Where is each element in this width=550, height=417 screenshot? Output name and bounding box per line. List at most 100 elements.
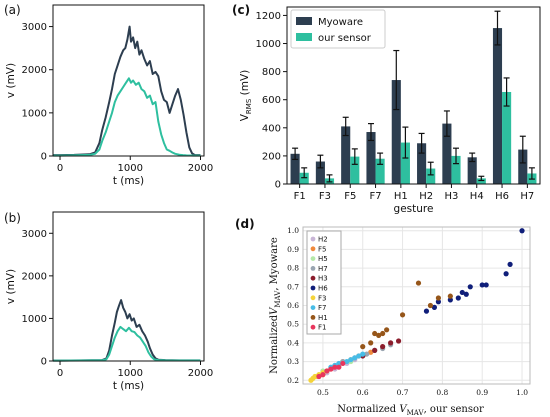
scatter-point-H1 bbox=[384, 327, 390, 333]
legend-label-H3: H3 bbox=[318, 275, 328, 283]
y-axis-label-part-2: V bbox=[269, 306, 280, 315]
x-tick-label: 1000 bbox=[118, 368, 143, 379]
legend-label-H7: H7 bbox=[318, 265, 328, 273]
panel-c-bar-chart: F1 F3 F5 F7 H1 H2 H3 H4 H6 H7 0 200 400 600 800 1000 120… bbox=[239, 6, 541, 215]
plot-frame bbox=[52, 211, 205, 362]
y-tick-label: 1000 bbox=[256, 39, 281, 50]
bar-H2-2 bbox=[426, 168, 436, 184]
series-line-1 bbox=[53, 299, 201, 362]
plot-frame bbox=[52, 4, 205, 157]
scatter-point-H3 bbox=[395, 338, 402, 344]
legend-label-2: our sensor bbox=[318, 33, 372, 44]
y-axis-label: v (mV) bbox=[5, 269, 17, 304]
y-tick-label: 0.3 bbox=[287, 357, 299, 366]
x-tick-label: 2000 bbox=[188, 368, 213, 379]
x-axis-label-part-3: MAV bbox=[407, 409, 425, 417]
plot-frame bbox=[286, 6, 541, 185]
legend-label-H5: H5 bbox=[318, 255, 328, 263]
plot-frame bbox=[302, 226, 531, 385]
series-line-2 bbox=[53, 325, 201, 362]
scatter-point-H6 bbox=[435, 299, 442, 305]
bar-H7-1 bbox=[518, 149, 528, 184]
scatter-point-F1 bbox=[340, 360, 346, 367]
panel-label-b: (b) bbox=[4, 211, 21, 225]
panel-d-scatter-chart: 0.5 0.6 0.7 0.8 0.9 1.0 0.2 0.3 0.4 0.5 0.6 0.7 0.8 0… bbox=[269, 226, 531, 417]
y-tick-label: 2000 bbox=[22, 271, 47, 282]
panel-label-c: (c) bbox=[232, 3, 250, 17]
bar-F7-2 bbox=[375, 158, 385, 184]
scatter-point-H1 bbox=[372, 330, 378, 337]
scatter-point-F1 bbox=[332, 364, 338, 370]
x-tick-label: 0.8 bbox=[436, 388, 448, 397]
y-tick-label: 0.6 bbox=[287, 301, 299, 310]
x-tick-label: 1.0 bbox=[516, 388, 528, 397]
scatter-point-H3 bbox=[372, 347, 378, 353]
scatter-point-H6 bbox=[483, 282, 489, 288]
y-tick-label: 0 bbox=[41, 152, 47, 163]
scatter-point-H6 bbox=[431, 304, 438, 310]
scatter-point-H6 bbox=[519, 228, 525, 234]
y-axis-label: v (mV) bbox=[5, 63, 17, 98]
x-tick-label: 2000 bbox=[188, 163, 213, 174]
x-tick-label: H7 bbox=[520, 191, 534, 202]
x-tick-label: 0 bbox=[57, 368, 63, 379]
legend-label-1: Myoware bbox=[318, 17, 363, 28]
scatter-point-F1 bbox=[336, 364, 342, 370]
bar-H4-1 bbox=[467, 157, 477, 184]
y-axis-label-var: V bbox=[239, 113, 251, 121]
scatter-point-F1 bbox=[316, 373, 322, 380]
y-tick-label: 0.2 bbox=[287, 376, 299, 385]
scatter-point-H7 bbox=[364, 351, 370, 357]
scatter-point-F7 bbox=[360, 351, 366, 357]
scatter-point-H1 bbox=[360, 344, 366, 350]
x-axis-label-part-1: Normalized bbox=[337, 404, 399, 415]
scatter-point-H1 bbox=[399, 312, 406, 318]
legend-marker-H6 bbox=[310, 285, 316, 291]
legend-label-F7: F7 bbox=[318, 304, 326, 312]
y-axis-label-sub: RMS bbox=[245, 98, 253, 114]
legend-marker-F7 bbox=[310, 305, 316, 310]
bar-H2-1 bbox=[417, 143, 427, 184]
bar-H1-1 bbox=[391, 80, 401, 184]
scatter-point-F1 bbox=[324, 368, 330, 374]
bar-H3-1 bbox=[442, 123, 452, 184]
scatter-point-F7 bbox=[348, 357, 354, 363]
y-tick-label: 1200 bbox=[256, 11, 281, 22]
bar-F1-2 bbox=[299, 172, 309, 184]
bar-H6-1 bbox=[492, 28, 503, 185]
x-tick-label: H3 bbox=[445, 191, 459, 202]
y-tick-label: 1000 bbox=[22, 108, 47, 119]
legend-swatch-2 bbox=[296, 33, 312, 41]
y-tick-label: 800 bbox=[262, 67, 281, 78]
scatter-point-F7 bbox=[352, 355, 358, 361]
scatter-point-H6 bbox=[467, 284, 473, 290]
bar-H1-2 bbox=[400, 142, 410, 184]
y-tick-label: 0 bbox=[41, 357, 47, 368]
scatter-point-H1 bbox=[415, 280, 422, 286]
x-tick-label: F7 bbox=[369, 191, 381, 202]
y-tick-label: 0 bbox=[275, 180, 281, 191]
bar-H4-2 bbox=[476, 178, 486, 184]
x-tick-label: H6 bbox=[495, 191, 509, 202]
y-tick-label: 3000 bbox=[22, 229, 47, 240]
x-tick-label: H1 bbox=[394, 191, 408, 202]
y-tick-label: 200 bbox=[262, 151, 281, 162]
scatter-point-F1 bbox=[328, 366, 334, 372]
bar-F1-1 bbox=[290, 153, 300, 184]
legend-label-F3: F3 bbox=[318, 294, 326, 302]
scatter-point-H6 bbox=[423, 308, 430, 314]
scatter-point-H1 bbox=[447, 293, 453, 299]
scatter-point-F7 bbox=[344, 358, 350, 365]
scatter-point-H1 bbox=[427, 302, 434, 309]
legend-marker-H5 bbox=[310, 256, 316, 261]
bar-F5-1 bbox=[341, 126, 351, 184]
x-tick-label: 0.9 bbox=[476, 388, 488, 397]
scatter-point-H6 bbox=[503, 271, 509, 277]
x-tick-label: F1 bbox=[294, 191, 306, 202]
legend-marker-F3 bbox=[310, 295, 316, 301]
legend-marker-H7 bbox=[310, 266, 316, 271]
legend-marker-H3 bbox=[310, 275, 316, 281]
x-axis-label-part-4: , our sensor bbox=[424, 404, 484, 415]
bar-F5-2 bbox=[350, 156, 360, 184]
